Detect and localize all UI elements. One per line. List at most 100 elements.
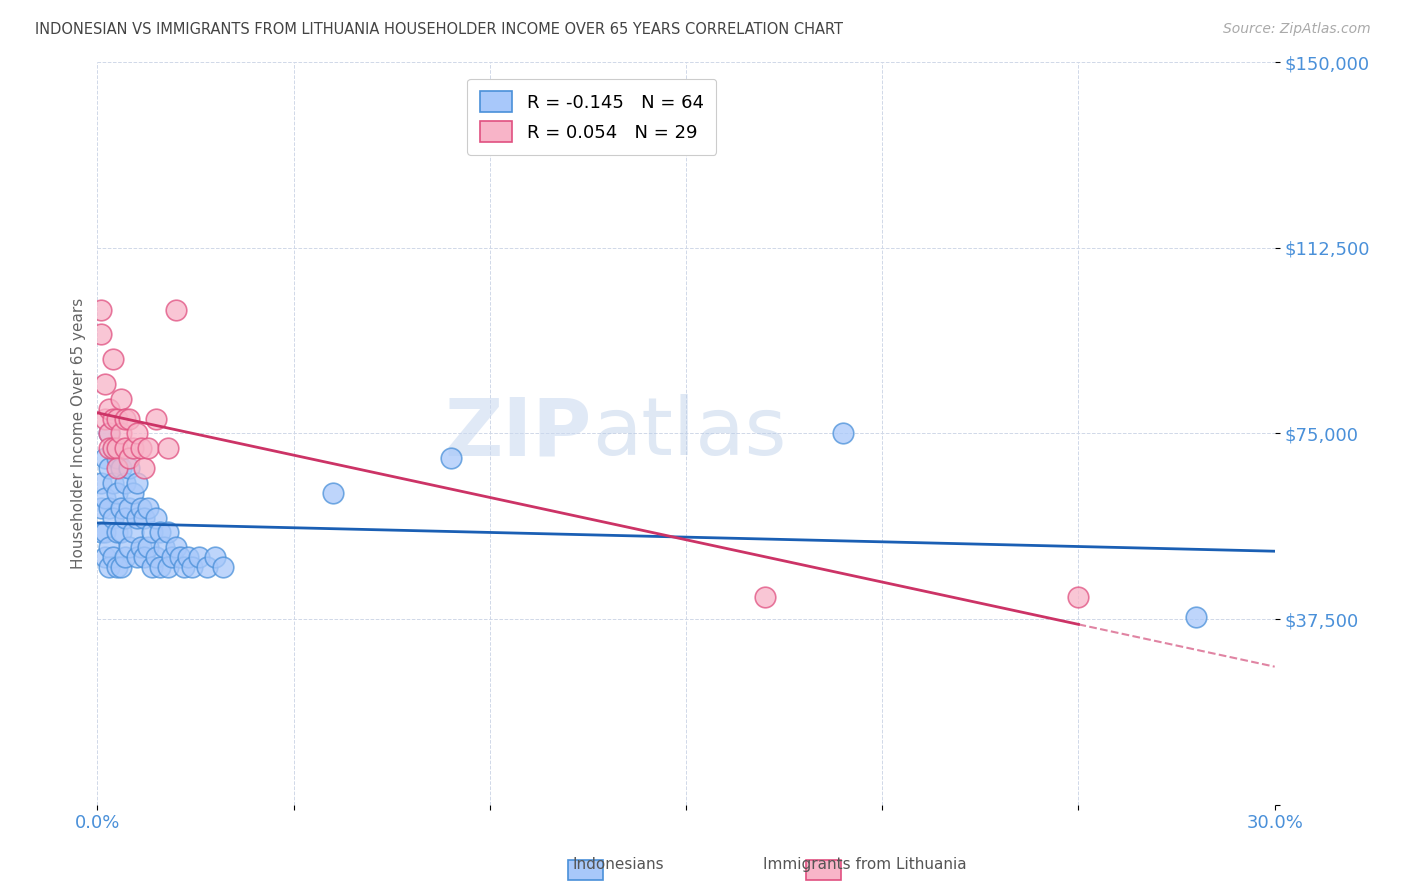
Point <box>125 550 148 565</box>
Point <box>90 525 112 540</box>
Point <box>94 550 117 565</box>
Point <box>121 485 143 500</box>
Point <box>195 560 218 574</box>
Point <box>188 550 211 565</box>
Point <box>101 352 124 367</box>
Point <box>176 550 198 565</box>
Point <box>125 426 148 441</box>
Point <box>129 442 152 456</box>
Point <box>134 510 156 524</box>
Point <box>156 525 179 540</box>
Point <box>98 560 121 574</box>
Point <box>121 525 143 540</box>
Legend: R = -0.145   N = 64, R = 0.054   N = 29: R = -0.145 N = 64, R = 0.054 N = 29 <box>467 78 717 154</box>
Point <box>90 475 112 490</box>
Point <box>138 442 160 456</box>
Y-axis label: Householder Income Over 65 years: Householder Income Over 65 years <box>72 298 86 569</box>
Point <box>118 461 141 475</box>
Point <box>105 525 128 540</box>
Point <box>94 451 117 466</box>
Text: INDONESIAN VS IMMIGRANTS FROM LITHUANIA HOUSEHOLDER INCOME OVER 65 YEARS CORRELA: INDONESIAN VS IMMIGRANTS FROM LITHUANIA … <box>35 22 844 37</box>
Point <box>141 525 163 540</box>
Point <box>212 560 235 574</box>
Point <box>754 590 776 604</box>
Point <box>832 426 855 441</box>
Point <box>149 560 172 574</box>
Point <box>165 541 187 555</box>
Point <box>145 411 167 425</box>
Point <box>114 475 136 490</box>
Point <box>118 411 141 425</box>
Point <box>118 451 141 466</box>
Point <box>105 560 128 574</box>
Point <box>153 541 176 555</box>
Text: Indonesians: Indonesians <box>572 857 665 872</box>
Point <box>118 541 141 555</box>
Point <box>141 560 163 574</box>
Point <box>98 461 121 475</box>
Point <box>98 500 121 515</box>
Point <box>169 550 191 565</box>
Point <box>121 442 143 456</box>
Point <box>105 411 128 425</box>
Point <box>160 550 183 565</box>
Point <box>204 550 226 565</box>
Text: ZIP: ZIP <box>444 394 592 473</box>
Point <box>114 411 136 425</box>
Text: Immigrants from Lithuania: Immigrants from Lithuania <box>763 857 966 872</box>
Point <box>110 500 132 515</box>
Point <box>101 442 124 456</box>
Point <box>322 485 344 500</box>
Point <box>110 525 132 540</box>
Point <box>149 525 172 540</box>
Point <box>114 550 136 565</box>
Text: atlas: atlas <box>592 394 786 473</box>
Point <box>129 541 152 555</box>
Point <box>94 525 117 540</box>
Point <box>105 442 128 456</box>
Point <box>173 560 195 574</box>
Point <box>156 442 179 456</box>
Point <box>134 550 156 565</box>
Point <box>98 401 121 416</box>
Point <box>180 560 202 574</box>
Point <box>114 442 136 456</box>
Point <box>138 541 160 555</box>
Point <box>101 411 124 425</box>
Point <box>114 510 136 524</box>
Point <box>110 392 132 406</box>
Point <box>129 500 152 515</box>
Point <box>98 541 121 555</box>
Point <box>90 500 112 515</box>
Point <box>98 442 121 456</box>
Point <box>156 560 179 574</box>
Point <box>101 475 124 490</box>
Point <box>110 560 132 574</box>
Point <box>125 510 148 524</box>
Point <box>101 550 124 565</box>
Text: Source: ZipAtlas.com: Source: ZipAtlas.com <box>1223 22 1371 37</box>
Point <box>1185 609 1208 624</box>
Point <box>138 500 160 515</box>
Point <box>105 461 128 475</box>
Point <box>101 442 124 456</box>
Point <box>145 550 167 565</box>
Point <box>105 485 128 500</box>
Point <box>105 451 128 466</box>
Point <box>90 327 112 342</box>
Point <box>118 500 141 515</box>
Point <box>101 510 124 524</box>
Point <box>98 426 121 441</box>
Point <box>125 475 148 490</box>
Point <box>90 302 112 317</box>
Point <box>439 451 461 466</box>
Point <box>145 510 167 524</box>
Point <box>134 461 156 475</box>
Point <box>94 491 117 505</box>
Point <box>94 411 117 425</box>
Point <box>94 376 117 391</box>
Point <box>98 426 121 441</box>
Point <box>110 461 132 475</box>
Point <box>165 302 187 317</box>
Point <box>110 426 132 441</box>
